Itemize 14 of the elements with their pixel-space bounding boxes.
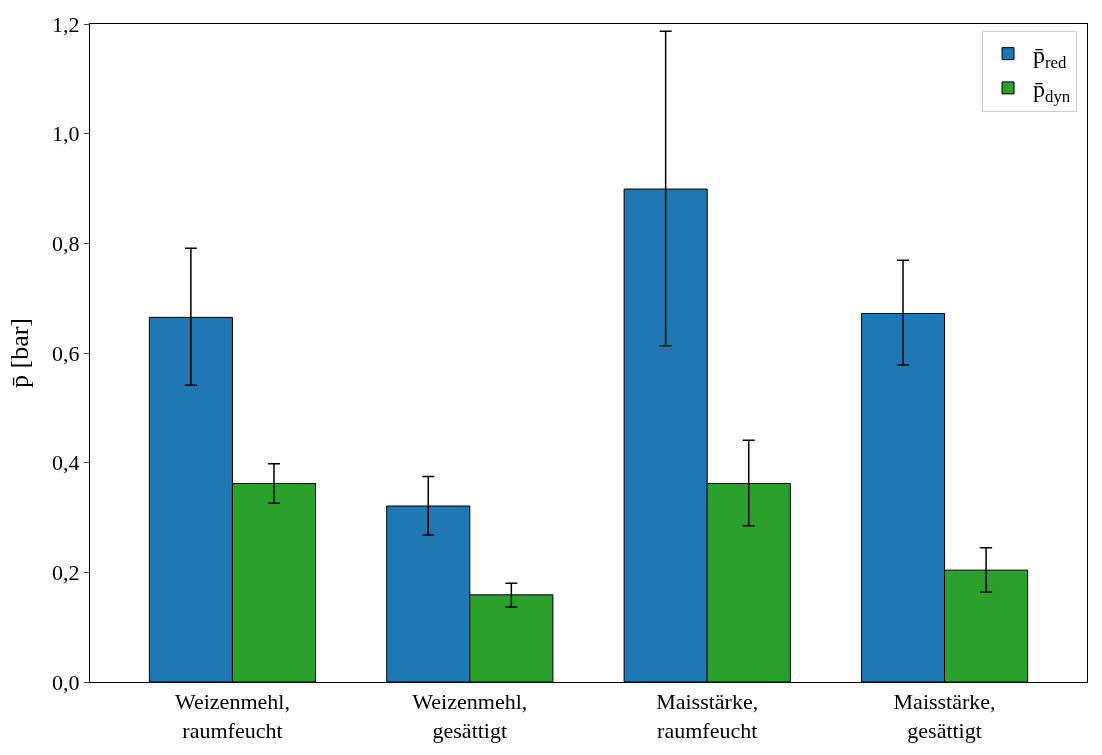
legend-label: p̄$_{dyn}$	[1033, 76, 1071, 107]
y-tick-label: 0,6	[52, 340, 80, 366]
y-tick-label: 0,8	[52, 231, 80, 257]
y-tick-label: 1,2	[52, 11, 80, 37]
y-tick-label: 0,4	[52, 450, 80, 476]
y-tick-label: 1,0	[52, 121, 80, 147]
x-tick-label: Maisstärke, raumfeucht	[656, 689, 759, 743]
x-tick-label: Weizenmehl, gesättigt	[412, 689, 528, 743]
y-axis-title: p̄ [bar]	[5, 317, 35, 389]
y-tick-label: 0,0	[52, 669, 80, 695]
legend-label: p̄$_{red}$	[1033, 42, 1068, 73]
x-tick-label: Weizenmehl, raumfeucht	[174, 689, 290, 743]
x-tick-label: Maisstärke, gesättigt	[893, 689, 996, 743]
y-tick-label: 0,2	[52, 560, 80, 586]
